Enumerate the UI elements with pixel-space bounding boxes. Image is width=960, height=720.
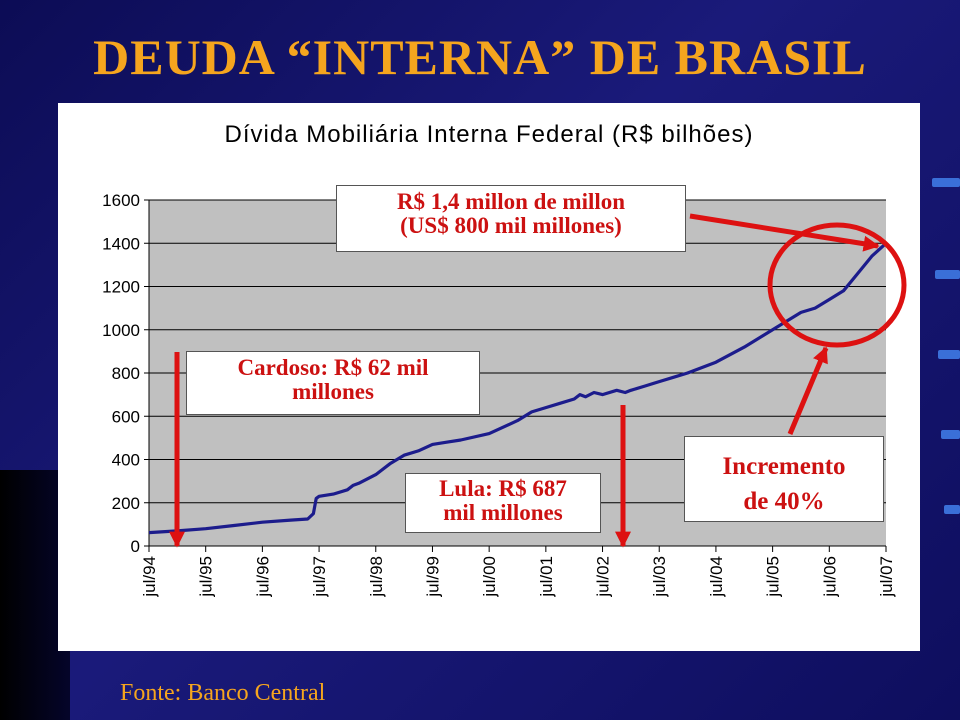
y-tick-label: 800 [112, 364, 140, 383]
x-tick-label: jul/03 [650, 556, 669, 598]
annotation-increase-line-1: Incremento [722, 453, 846, 480]
annotation-lula-line-2: mil millones [443, 500, 563, 526]
slide-title: DEUDA “INTERNA” DE BRASIL [93, 29, 867, 85]
x-tick-label: jul/06 [820, 556, 839, 598]
annotation-lula: Lula: R$ 687 mil millones [405, 473, 601, 533]
decorative-stripe [941, 430, 960, 439]
annotation-total-line-2: (US$ 800 mil millones) [400, 213, 622, 239]
x-tick-label: jul/99 [423, 556, 442, 598]
decorative-stripe [938, 350, 960, 359]
annotation-increase-line-2: de 40% [743, 488, 825, 515]
series-line [148, 242, 888, 535]
x-tick-label: jul/01 [537, 556, 556, 598]
y-tick-label: 1600 [102, 191, 140, 210]
x-tick-label: jul/00 [480, 556, 499, 598]
annotation-cardoso-line-2: millones [292, 379, 374, 405]
annotation-total: R$ 1,4 millon de millon (US$ 800 mil mil… [336, 185, 686, 252]
annotation-lula-line-1: Lula: R$ 687 [439, 476, 567, 501]
x-tick-label: jul/94 [140, 556, 159, 598]
x-tick-label: jul/05 [764, 556, 783, 598]
y-tick-label: 1200 [102, 278, 140, 297]
chart-title: Dívida Mobiliária Interna Federal (R$ bi… [224, 121, 754, 148]
annotation-total-line-1: R$ 1,4 millon de millon [396, 189, 626, 214]
y-tick-label: 200 [112, 494, 140, 513]
x-tick-label: jul/96 [253, 556, 272, 598]
y-tick-label: 0 [131, 537, 140, 556]
annotation-increase: Incremento de 40% [684, 436, 884, 522]
x-tick-label: jul/07 [877, 556, 896, 598]
y-tick-label: 1400 [102, 234, 140, 253]
y-tick-label: 600 [112, 407, 140, 426]
x-tick-label: jul/98 [367, 556, 386, 598]
x-tick-label: jul/95 [197, 556, 216, 598]
x-tick-label: jul/97 [310, 556, 329, 598]
y-tick-label: 400 [112, 451, 140, 470]
decorative-stripe [935, 270, 960, 279]
decorative-stripe [932, 178, 960, 187]
decorative-stripe [944, 505, 960, 514]
annotation-cardoso: Cardoso: R$ 62 mil millones [186, 351, 480, 415]
x-tick-label: jul/02 [594, 556, 613, 598]
y-tick-label: 1000 [102, 321, 140, 340]
x-tick-label: jul/04 [707, 556, 726, 598]
annotation-cardoso-line-1: Cardoso: R$ 62 mil [237, 355, 429, 380]
source-note: Fonte: Banco Central [120, 680, 326, 706]
